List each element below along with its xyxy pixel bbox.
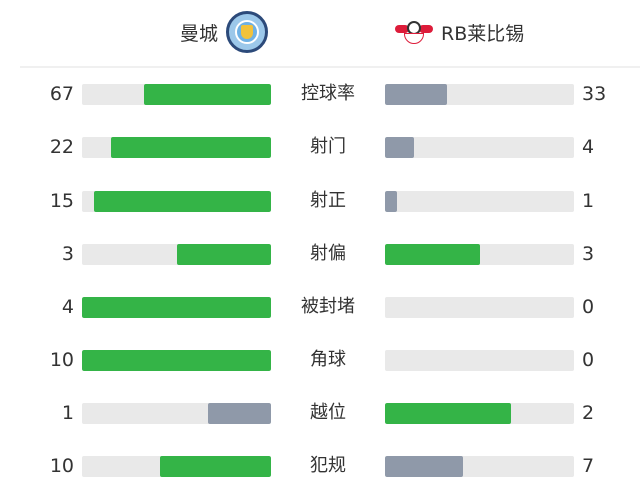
stat-label: 射偏	[310, 243, 346, 264]
home-bar	[82, 244, 271, 265]
home-bar	[82, 191, 271, 212]
home-team-name: 曼城	[180, 22, 219, 45]
stat-label: 越位	[310, 402, 346, 423]
home-bar-fill	[176, 244, 271, 265]
away-team[interactable]: RB莱比锡	[395, 14, 524, 50]
away-bar	[385, 137, 574, 158]
stat-row: 4 被封堵 0	[0, 296, 640, 318]
home-bar-fill	[111, 137, 271, 158]
home-bar	[82, 137, 271, 158]
away-bar	[385, 350, 574, 371]
header-divider	[20, 66, 640, 68]
rb-leipzig-logo-icon	[395, 19, 433, 45]
away-team-name: RB莱比锡	[441, 22, 525, 45]
stat-label: 控球率	[301, 83, 355, 104]
home-bar	[82, 456, 271, 477]
away-bar	[385, 297, 574, 318]
manchester-city-logo-icon	[226, 11, 269, 53]
stat-label: 射正	[310, 190, 346, 211]
stat-label: 犯规	[310, 455, 346, 476]
away-bar-fill	[385, 403, 511, 424]
away-bar-fill	[385, 137, 415, 158]
home-bar-fill	[159, 456, 271, 477]
stat-label: 射门	[310, 136, 346, 157]
stat-label: 被封堵	[301, 296, 355, 317]
home-value: 10	[49, 349, 74, 371]
stat-row: 67 控球率 33	[0, 83, 640, 105]
home-bar	[82, 84, 271, 105]
away-bar	[385, 191, 574, 212]
home-team[interactable]: 曼城	[180, 11, 269, 53]
stat-row: 22 射门 4	[0, 136, 640, 158]
away-bar	[385, 244, 574, 265]
home-value: 22	[49, 136, 74, 158]
away-value: 33	[582, 83, 607, 105]
home-bar	[82, 297, 271, 318]
home-bar	[82, 403, 271, 424]
away-value: 0	[582, 296, 595, 318]
away-bar	[385, 456, 574, 477]
home-bar-fill	[144, 84, 271, 105]
stat-row: 10 角球 0	[0, 349, 640, 371]
stat-row: 10 犯规 7	[0, 455, 640, 477]
home-value: 10	[49, 455, 74, 477]
stat-row: 3 射偏 3	[0, 243, 640, 265]
home-bar-fill	[82, 297, 271, 318]
away-value: 7	[582, 455, 595, 477]
away-bar-fill	[385, 191, 397, 212]
away-bar-fill	[385, 244, 480, 265]
away-bar	[385, 84, 574, 105]
stat-label: 角球	[310, 349, 346, 370]
stat-row: 1 越位 2	[0, 402, 640, 424]
home-bar	[82, 350, 271, 371]
away-value: 3	[582, 243, 595, 265]
home-value: 4	[61, 296, 74, 318]
away-bar-fill	[385, 84, 448, 105]
home-value: 1	[61, 402, 74, 424]
home-bar-fill	[208, 403, 271, 424]
away-bar	[385, 403, 574, 424]
home-value: 3	[61, 243, 74, 265]
away-value: 4	[582, 136, 595, 158]
stat-row: 15 射正 1	[0, 190, 640, 212]
away-value: 2	[582, 402, 595, 424]
away-value: 0	[582, 349, 595, 371]
away-bar-fill	[385, 456, 463, 477]
home-bar-fill	[93, 191, 271, 212]
home-value: 15	[49, 190, 74, 212]
home-value: 67	[49, 83, 74, 105]
away-value: 1	[582, 190, 595, 212]
home-bar-fill	[82, 350, 271, 371]
